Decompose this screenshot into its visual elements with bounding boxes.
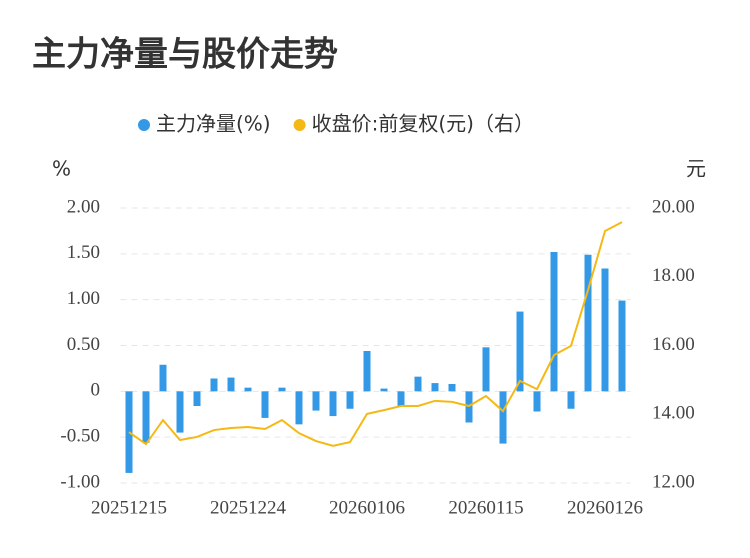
bar	[550, 252, 558, 392]
bar	[482, 347, 490, 392]
y-tick-label: -0.50	[60, 426, 100, 447]
bar	[176, 391, 184, 433]
legend-swatch	[138, 119, 150, 131]
y-tick-label: 0	[91, 380, 101, 401]
y2-tick-label: 16.00	[652, 334, 695, 355]
bar	[159, 364, 167, 392]
y2-tick-label: 18.00	[652, 265, 695, 286]
legend-swatch	[293, 119, 306, 131]
bar	[567, 391, 575, 409]
bar	[397, 391, 405, 406]
x-tick-label: 20251224	[210, 497, 287, 518]
bar	[448, 384, 456, 392]
x-tick-label: 20260126	[567, 497, 643, 518]
bar	[431, 383, 439, 392]
y-axis-label: %	[52, 157, 71, 181]
bar	[312, 391, 320, 411]
bar	[278, 387, 286, 392]
bar	[142, 391, 150, 443]
bar	[193, 391, 201, 406]
x-tick-label: 20260106	[329, 497, 405, 518]
bar	[533, 391, 541, 412]
bar	[227, 377, 235, 392]
x-tick-label: 20251215	[91, 497, 167, 518]
bar	[499, 391, 507, 444]
bar	[244, 387, 252, 392]
y-tick-label: -1.00	[60, 471, 100, 492]
legend-label: 主力净量(%)	[156, 112, 271, 136]
y-tick-label: 1.00	[67, 288, 100, 309]
y-tick-label: 1.50	[67, 242, 100, 263]
x-tick-label: 20260115	[448, 497, 523, 518]
chart-title: 主力净量与股价走势	[32, 35, 338, 75]
y2-tick-label: 14.00	[652, 403, 695, 424]
bar	[584, 254, 592, 392]
bar	[295, 391, 303, 425]
bar	[346, 391, 354, 409]
bar	[363, 351, 371, 392]
bar	[618, 300, 626, 392]
legend-label: 收盘价:前复权(元)（右）	[312, 112, 534, 136]
y-tick-label: 0.50	[67, 334, 100, 355]
bar	[516, 311, 524, 392]
y2-tick-label: 20.00	[652, 196, 695, 217]
bar	[601, 268, 609, 392]
bar	[329, 391, 337, 417]
y-tick-label: 2.00	[67, 196, 100, 217]
bar	[380, 388, 388, 392]
y2-axis-label: 元	[686, 157, 706, 181]
bar	[210, 378, 218, 392]
bar	[261, 391, 269, 418]
bar	[414, 376, 422, 392]
y2-tick-label: 12.00	[652, 471, 695, 492]
line	[128, 221, 623, 447]
